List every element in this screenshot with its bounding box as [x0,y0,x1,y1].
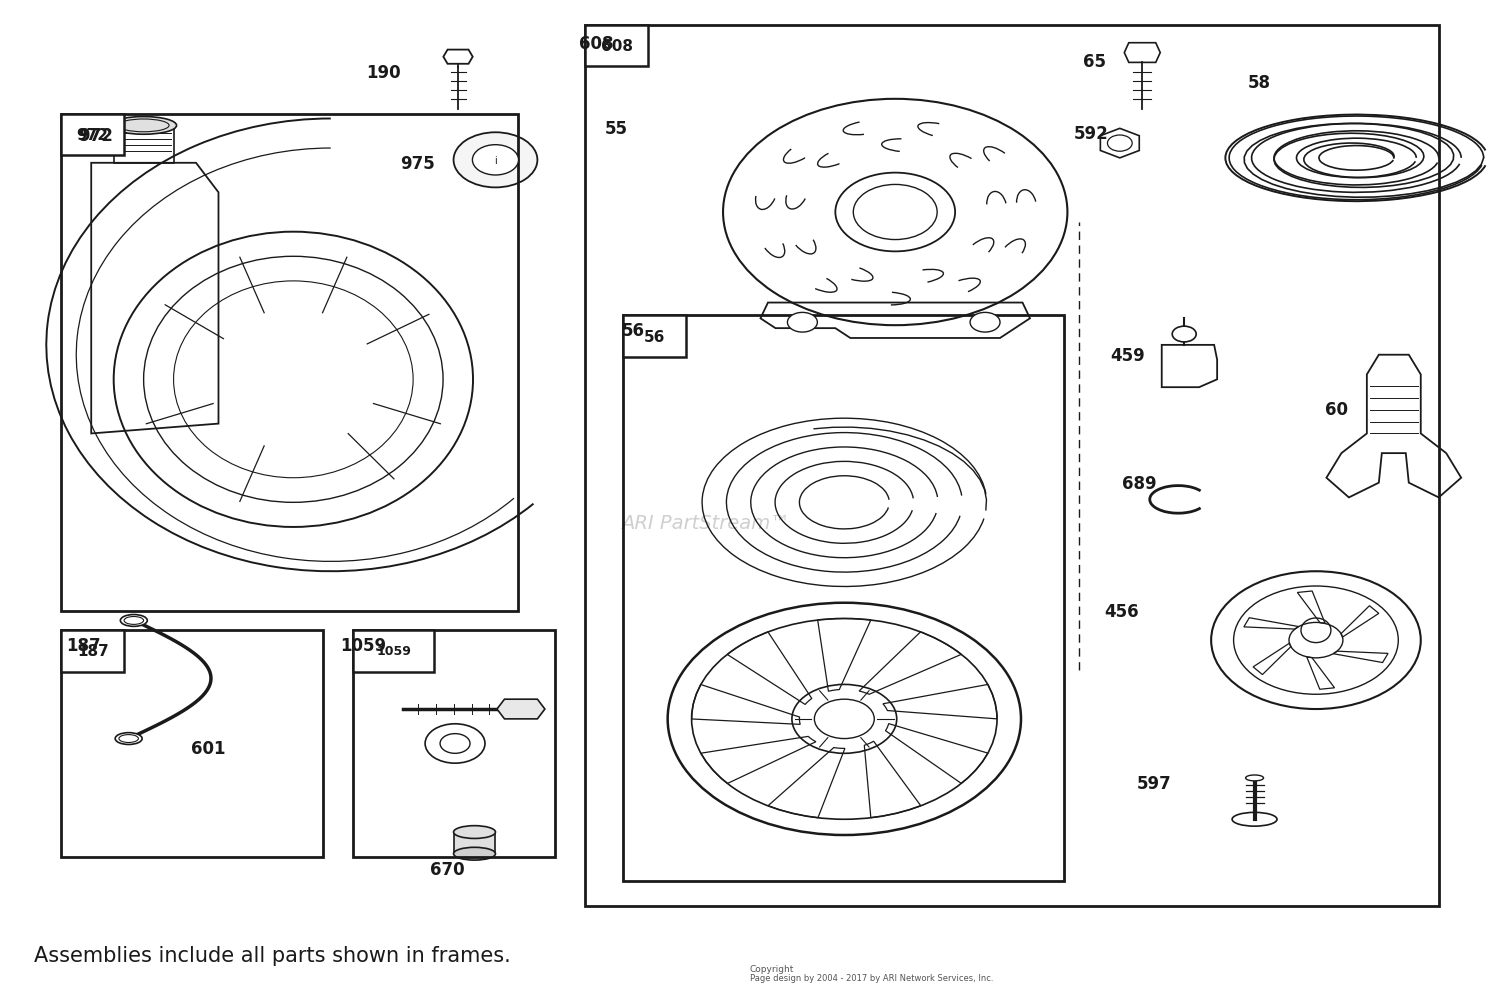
Text: Page design by 2004 - 2017 by ARI Network Services, Inc.: Page design by 2004 - 2017 by ARI Networ… [750,972,993,982]
Polygon shape [1101,129,1140,159]
Text: 972: 972 [78,127,112,145]
Ellipse shape [453,826,495,839]
Ellipse shape [1232,812,1276,826]
Ellipse shape [111,117,177,135]
Text: 601: 601 [190,740,225,757]
Text: 1059: 1059 [340,636,387,655]
Circle shape [1172,326,1196,342]
Bar [62,631,324,857]
Text: Assemblies include all parts shown in frames.: Assemblies include all parts shown in fr… [34,945,512,965]
Bar [585,26,648,67]
Text: 65: 65 [1083,53,1106,71]
Text: 190: 190 [366,64,400,82]
Polygon shape [1125,43,1160,63]
Bar [62,631,124,671]
Bar [62,114,518,611]
Text: 187: 187 [66,636,100,655]
Text: ARI PartStream™: ARI PartStream™ [621,513,789,532]
Circle shape [970,314,1000,332]
Text: 56: 56 [621,321,645,340]
Text: 972: 972 [76,127,108,143]
Ellipse shape [453,847,495,860]
Text: 1059: 1059 [376,645,411,658]
Circle shape [440,734,470,753]
Ellipse shape [120,615,147,627]
Ellipse shape [1245,775,1263,781]
Polygon shape [496,699,544,719]
Text: 608: 608 [600,39,633,54]
Text: 60: 60 [1326,400,1348,418]
Bar [62,114,124,156]
Bar [352,631,555,857]
Text: 187: 187 [76,644,108,659]
Text: 55: 55 [604,120,628,138]
Bar [622,317,686,357]
Text: 456: 456 [1104,602,1138,620]
Text: 608: 608 [579,35,614,52]
Text: 56: 56 [644,329,664,344]
Bar [622,317,1065,881]
Text: 58: 58 [1248,74,1270,92]
Text: 670: 670 [430,861,465,879]
Text: 459: 459 [1110,346,1144,365]
Text: 592: 592 [1074,125,1108,143]
Polygon shape [444,50,472,65]
Circle shape [788,314,818,332]
Circle shape [424,724,484,763]
Text: 689: 689 [1122,474,1156,492]
Circle shape [472,146,519,176]
Text: 597: 597 [1137,774,1172,792]
Circle shape [453,133,537,188]
Bar [352,631,434,671]
Text: 975: 975 [400,155,435,173]
Text: i: i [494,156,496,166]
Bar [585,26,1438,906]
Text: Copyright: Copyright [750,964,795,973]
Ellipse shape [116,733,142,744]
Bar [453,832,495,854]
